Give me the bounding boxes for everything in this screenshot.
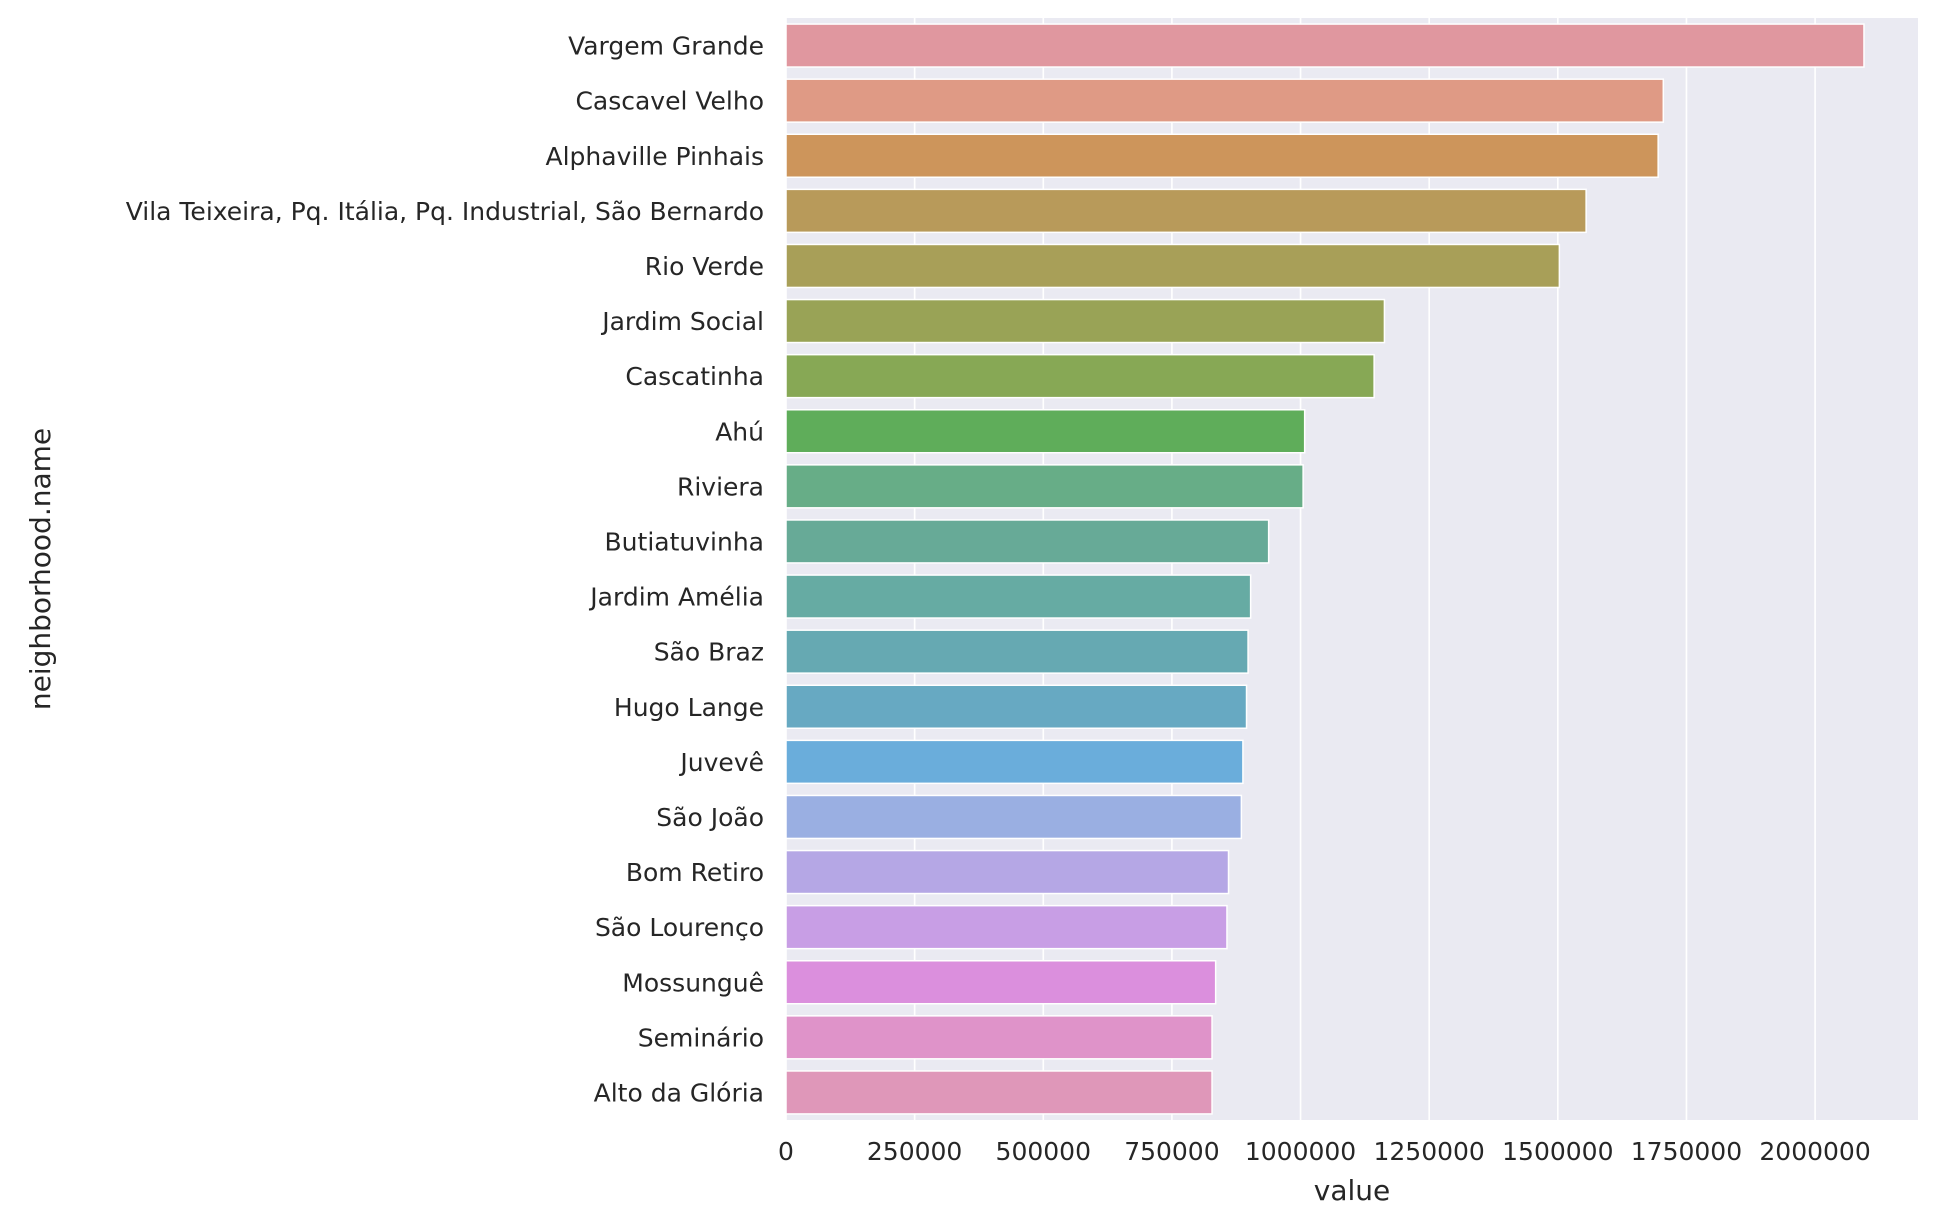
- x-tick-label: 500000: [996, 1137, 1091, 1166]
- category-label: Seminário: [638, 1023, 764, 1052]
- bar: [785, 243, 1561, 289]
- bar: [785, 629, 1249, 674]
- x-tick-label: 1000000: [1245, 1137, 1356, 1166]
- category-label: Hugo Lange: [614, 693, 764, 722]
- y-axis-title: neighborhood.name: [24, 428, 57, 710]
- x-tick-label: 2000000: [1759, 1137, 1870, 1166]
- bars: [785, 23, 1865, 1115]
- category-label: Bom Retiro: [626, 858, 764, 887]
- x-axis-title: value: [1314, 1174, 1390, 1207]
- bar: [785, 794, 1243, 840]
- bar: [785, 188, 1587, 234]
- bar: [785, 78, 1665, 123]
- category-label: São João: [656, 803, 764, 832]
- x-tick-label: 250000: [867, 1137, 962, 1166]
- category-label: Cascavel Velho: [575, 87, 764, 116]
- category-label: Jardim Amélia: [588, 583, 764, 612]
- bar: [785, 1070, 1213, 1115]
- category-label: Alphaville Pinhais: [546, 142, 765, 171]
- x-tick-labels: 0 250000 500000 750000 1000000 1250000 1500000…: [778, 1137, 1871, 1166]
- bar: [785, 464, 1304, 509]
- category-label: Juvevê: [678, 748, 764, 777]
- bar: [785, 133, 1659, 178]
- bar: [785, 353, 1375, 399]
- category-label: Cascatinha: [625, 362, 764, 391]
- x-tick-label: 1250000: [1374, 1137, 1485, 1166]
- bar: [785, 1015, 1213, 1060]
- bar: [785, 298, 1386, 344]
- category-label: Mossunguê: [622, 968, 764, 997]
- category-label: Ahú: [715, 417, 764, 446]
- bar: [785, 684, 1248, 729]
- category-label: São Lourenço: [595, 913, 764, 942]
- plot-area: [786, 18, 1918, 1120]
- x-tick-label: 0: [778, 1137, 794, 1166]
- x-tick-label: 1750000: [1631, 1137, 1742, 1166]
- category-label: Butiatuvinha: [605, 527, 764, 556]
- bar: [785, 904, 1228, 950]
- bar: [785, 23, 1865, 68]
- x-tick-label: 1500000: [1502, 1137, 1613, 1166]
- category-labels: Vargem Grande Cascavel Velho Alphaville Pi…: [126, 32, 764, 1108]
- category-label: São Braz: [654, 638, 764, 667]
- category-label: Rio Verde: [645, 252, 764, 281]
- category-label: Vila Teixeira, Pq. Itália, Pq. Industria…: [126, 197, 764, 226]
- category-label: Vargem Grande: [568, 32, 764, 61]
- category-label: Jardim Social: [600, 307, 764, 336]
- bar: [785, 409, 1306, 454]
- bar: [785, 849, 1230, 895]
- bar: [785, 574, 1252, 619]
- category-label: Alto da Glória: [594, 1078, 764, 1107]
- bar: [785, 739, 1244, 785]
- x-tick-label: 750000: [1124, 1137, 1219, 1166]
- category-label: Riviera: [677, 472, 764, 501]
- bar: [785, 519, 1270, 564]
- bar: [785, 960, 1217, 1005]
